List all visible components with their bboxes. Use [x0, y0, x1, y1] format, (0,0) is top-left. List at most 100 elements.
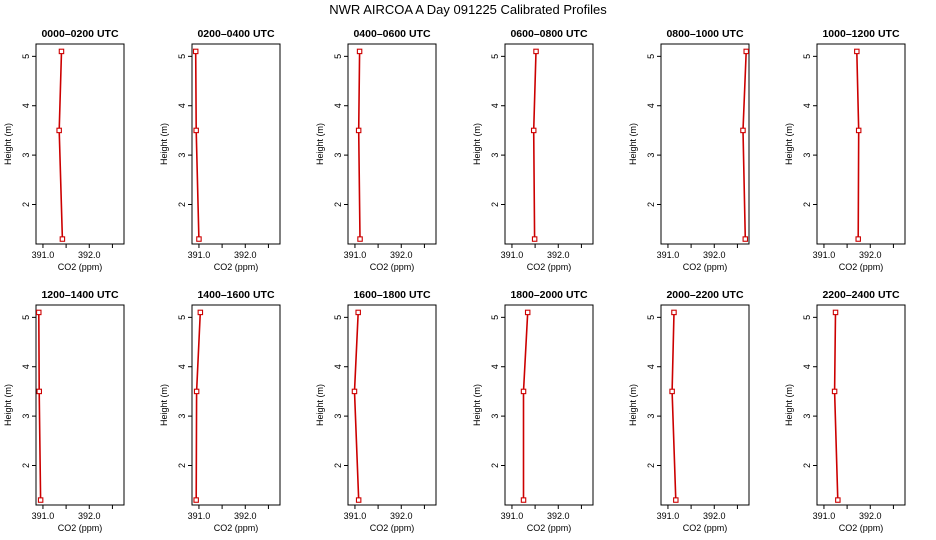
profile-line — [671, 312, 677, 501]
panel-title: 0600–0800 UTC — [510, 28, 587, 40]
data-point — [192, 48, 199, 55]
y-tick-label: 3 — [646, 414, 656, 419]
y-tick-label: 2 — [646, 202, 656, 207]
data-point — [831, 388, 838, 395]
y-tick-label: 3 — [177, 153, 187, 158]
x-axis-label: CO2 (ppm) — [370, 523, 415, 533]
y-axis-label: Height (m) — [784, 384, 794, 426]
plot-frame — [347, 43, 437, 245]
data-point — [193, 497, 199, 503]
x-tick-label: 391.0 — [344, 511, 367, 521]
x-tick-label: 392.0 — [234, 511, 257, 521]
y-tick-label: 3 — [646, 153, 656, 158]
x-axis-label: CO2 (ppm) — [839, 262, 884, 272]
panel-title: 1400–1600 UTC — [197, 289, 274, 301]
y-tick-label: 2 — [21, 202, 31, 207]
x-tick-label: 392.0 — [547, 511, 570, 521]
profile-line — [353, 312, 360, 501]
panel-title: 0800–1000 UTC — [666, 28, 743, 40]
chart-panel-6: 1000–1200 UTC 391.0 392.0 2 3 4 5 CO2 (ppm) Heig… — [784, 28, 906, 272]
data-point — [355, 497, 362, 503]
y-axis-label: Height (m) — [159, 384, 169, 426]
panel-title: 0400–0600 UTC — [353, 28, 430, 40]
y-axis-label: Height (m) — [472, 123, 482, 165]
data-point — [355, 127, 362, 134]
chart-panel-1: 0000–0200 UTC 391.0 392.0 2 3 4 5 CO2 (ppm) Heig… — [3, 28, 125, 272]
data-point — [832, 309, 839, 316]
data-point — [855, 127, 862, 134]
plot-frame — [35, 304, 125, 506]
y-tick-label: 3 — [177, 414, 187, 419]
profile-line — [856, 51, 860, 240]
y-tick-label: 4 — [333, 364, 343, 369]
panel-title: 0200–0400 UTC — [197, 28, 274, 40]
x-axis-label: CO2 (ppm) — [527, 262, 572, 272]
data-point — [36, 309, 42, 316]
y-tick-label: 5 — [490, 315, 500, 320]
x-tick-label: 392.0 — [859, 250, 882, 260]
data-point — [835, 497, 841, 503]
x-tick-label: 392.0 — [703, 511, 726, 521]
x-tick-label: 391.0 — [813, 250, 836, 260]
x-tick-label: 391.0 — [32, 250, 55, 260]
panel-title: 2000–2200 UTC — [666, 289, 743, 301]
y-tick-label: 2 — [333, 202, 343, 207]
y-tick-label: 4 — [802, 364, 812, 369]
x-tick-label: 392.0 — [78, 250, 101, 260]
y-tick-label: 3 — [333, 414, 343, 419]
plot-frame — [816, 304, 906, 506]
data-point — [355, 309, 361, 316]
data-point — [197, 309, 204, 316]
panel-title: 0000–0200 UTC — [41, 28, 118, 40]
x-tick-label: 392.0 — [859, 511, 882, 521]
data-point — [524, 309, 531, 316]
y-axis-label: Height (m) — [159, 123, 169, 165]
data-point — [669, 388, 675, 395]
chart-panel-7: 1200–1400 UTC 391.0 392.0 2 3 4 5 CO2 (ppm) Heig… — [3, 289, 125, 533]
data-point — [58, 48, 65, 55]
y-tick-label: 5 — [21, 315, 31, 320]
y-tick-label: 3 — [21, 153, 31, 158]
data-point — [740, 127, 746, 134]
x-axis-label: CO2 (ppm) — [58, 262, 103, 272]
chart-panel-3: 0400–0600 UTC 391.0 392.0 2 3 4 5 CO2 (ppm) Heig… — [315, 28, 437, 272]
x-tick-label: 392.0 — [547, 250, 570, 260]
y-tick-label: 2 — [177, 463, 187, 468]
data-point — [59, 236, 66, 242]
y-tick-label: 2 — [802, 463, 812, 468]
y-tick-label: 2 — [490, 463, 500, 468]
figure-title: NWR AIRCOA A Day 091225 Calibrated Profi… — [329, 2, 607, 17]
data-point — [743, 48, 749, 55]
y-tick-label: 5 — [490, 54, 500, 59]
data-point — [357, 236, 363, 242]
profile-line — [38, 312, 42, 501]
data-point — [671, 309, 677, 316]
chart-panel-2: 0200–0400 UTC 391.0 392.0 2 3 4 5 CO2 (ppm) Heig… — [159, 28, 281, 272]
y-tick-label: 5 — [333, 54, 343, 59]
y-axis-label: Height (m) — [3, 123, 13, 165]
data-point — [520, 497, 527, 503]
chart-panel-12: 2200–2400 UTC 391.0 392.0 2 3 4 5 CO2 (ppm) Heig… — [784, 289, 906, 533]
profile-line — [58, 51, 64, 240]
y-tick-label: 5 — [802, 54, 812, 59]
data-point — [56, 127, 62, 134]
x-tick-label: 391.0 — [813, 511, 836, 521]
x-tick-label: 391.0 — [657, 511, 680, 521]
x-tick-label: 392.0 — [703, 250, 726, 260]
y-tick-label: 5 — [177, 54, 187, 59]
x-tick-label: 391.0 — [32, 511, 55, 521]
y-axis-label: Height (m) — [784, 123, 794, 165]
panel-title: 1000–1200 UTC — [822, 28, 899, 40]
plot-frame — [816, 43, 906, 245]
panels-group: 0000–0200 UTC 391.0 392.0 2 3 4 5 CO2 (ppm) Heig… — [3, 28, 906, 533]
x-axis-label: CO2 (ppm) — [683, 523, 728, 533]
x-tick-label: 391.0 — [657, 250, 680, 260]
x-axis-label: CO2 (ppm) — [58, 523, 103, 533]
x-tick-label: 392.0 — [234, 250, 257, 260]
data-point — [193, 127, 199, 134]
plot-frame — [347, 304, 437, 506]
x-tick-label: 392.0 — [390, 511, 413, 521]
y-tick-label: 4 — [21, 364, 31, 369]
profile-line — [833, 312, 839, 501]
y-tick-label: 3 — [21, 414, 31, 419]
